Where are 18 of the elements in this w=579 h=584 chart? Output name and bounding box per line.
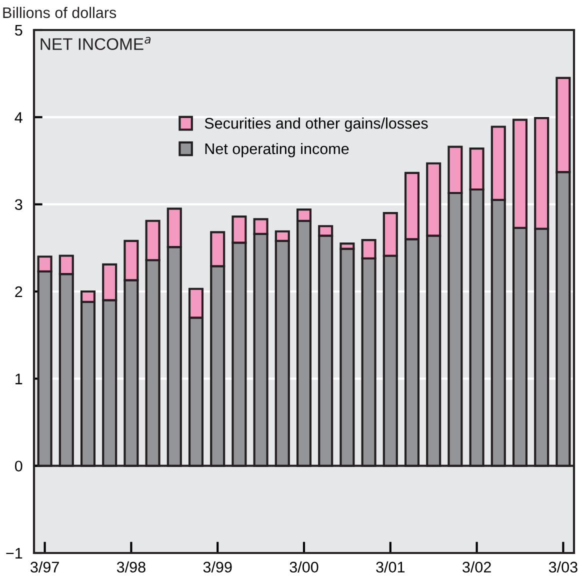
y-tick-label: 1 bbox=[16, 374, 22, 384]
chart-title: NET INCOME$^{a}$ bbox=[40, 36, 151, 50]
y-tick-label: 0 bbox=[14, 460, 22, 472]
x-tick-label: 3/99 bbox=[203, 561, 232, 573]
x-tick-label: 3/02 bbox=[462, 561, 491, 573]
x-tick-label: 3/00 bbox=[290, 561, 318, 573]
y-axis-title: Billions of dollars bbox=[3, 6, 116, 18]
legend-label: Net operating income bbox=[205, 142, 349, 158]
y-tick-label: 5 bbox=[15, 25, 22, 36]
y-tick-label: −1 bbox=[6, 548, 22, 559]
y-tick-label: 2 bbox=[15, 286, 22, 298]
legend-label: Securities and other gains/losses bbox=[204, 118, 428, 132]
x-tick-label: 3/98 bbox=[116, 561, 146, 573]
y-tick-label: 3 bbox=[14, 199, 22, 210]
x-tick-label: 3/97 bbox=[30, 561, 59, 573]
y-tick-label: 4 bbox=[14, 112, 22, 123]
x-tick-label: 3/03 bbox=[548, 561, 578, 573]
x-tick-label: 3/01 bbox=[376, 561, 405, 573]
